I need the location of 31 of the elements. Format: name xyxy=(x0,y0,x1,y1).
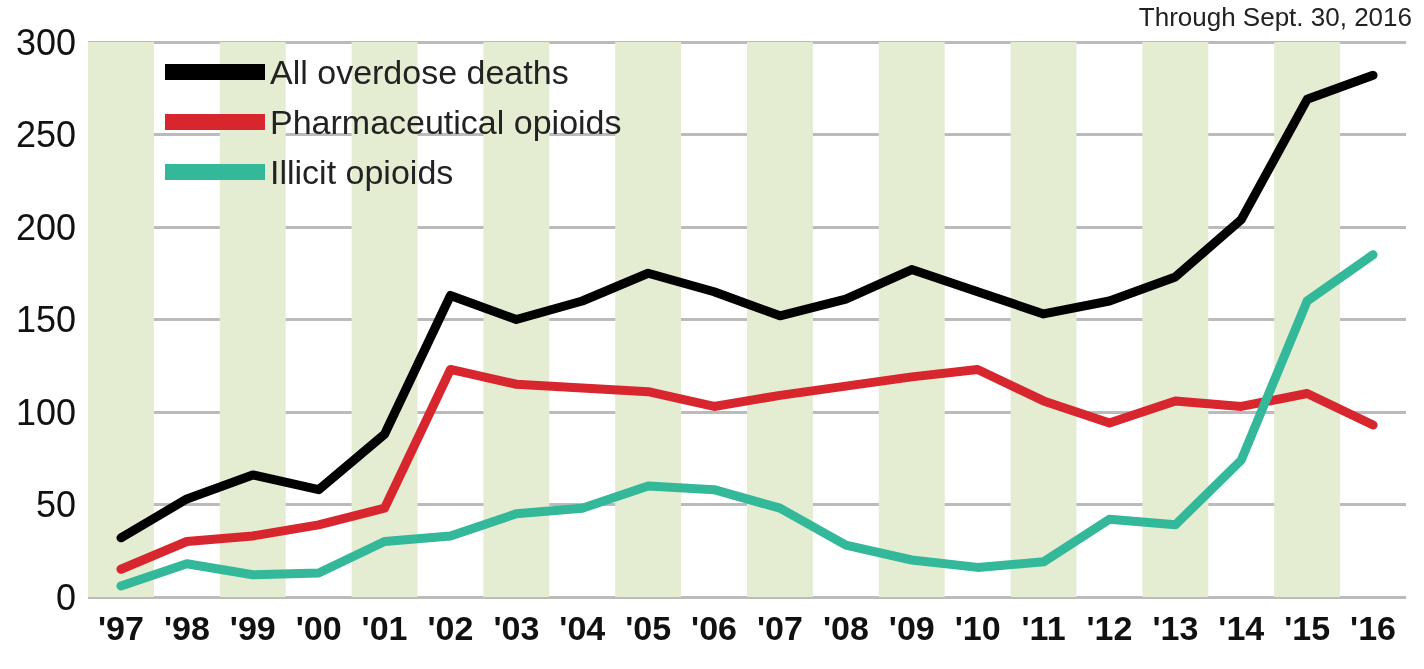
legend-label: Illicit opioids xyxy=(270,153,454,191)
x-tick-label: '02 xyxy=(427,609,474,647)
legend-label: All overdose deaths xyxy=(270,53,569,91)
x-tick-label: '00 xyxy=(295,609,342,647)
y-tick-label: 100 xyxy=(15,391,76,433)
x-tick-label: '99 xyxy=(229,609,276,647)
x-tick-label: '10 xyxy=(954,609,1001,647)
y-tick-label: 0 xyxy=(55,576,76,618)
x-tick-label: '01 xyxy=(361,609,408,647)
x-tick-label: '07 xyxy=(757,609,803,647)
x-tick-label: '09 xyxy=(888,609,935,647)
x-tick-label: '98 xyxy=(163,609,210,647)
x-tick-label: '08 xyxy=(822,609,869,647)
y-tick-label: 200 xyxy=(15,206,76,248)
x-tick-label: '06 xyxy=(691,609,737,647)
x-tick-label: '14 xyxy=(1218,609,1265,647)
x-tick-label: '15 xyxy=(1284,609,1331,647)
x-tick-label: '12 xyxy=(1086,609,1133,647)
x-tick-label: '04 xyxy=(559,609,606,647)
x-tick-label: '03 xyxy=(493,609,540,647)
y-tick-label: 50 xyxy=(35,484,76,525)
y-tick-label: 250 xyxy=(15,114,76,155)
text: Through Sept. 30, 2016 xyxy=(1138,2,1412,32)
x-tick-label: '16 xyxy=(1350,609,1396,647)
y-tick-label: 150 xyxy=(15,299,76,340)
x-tick-label: '13 xyxy=(1152,609,1199,647)
x-tick-label: '97 xyxy=(98,609,144,647)
x-tick-label: '05 xyxy=(625,609,672,647)
y-tick-label: 300 xyxy=(15,21,76,63)
x-tick-label: '11 xyxy=(1021,609,1066,647)
legend-label: Pharmaceutical opioids xyxy=(270,103,622,141)
